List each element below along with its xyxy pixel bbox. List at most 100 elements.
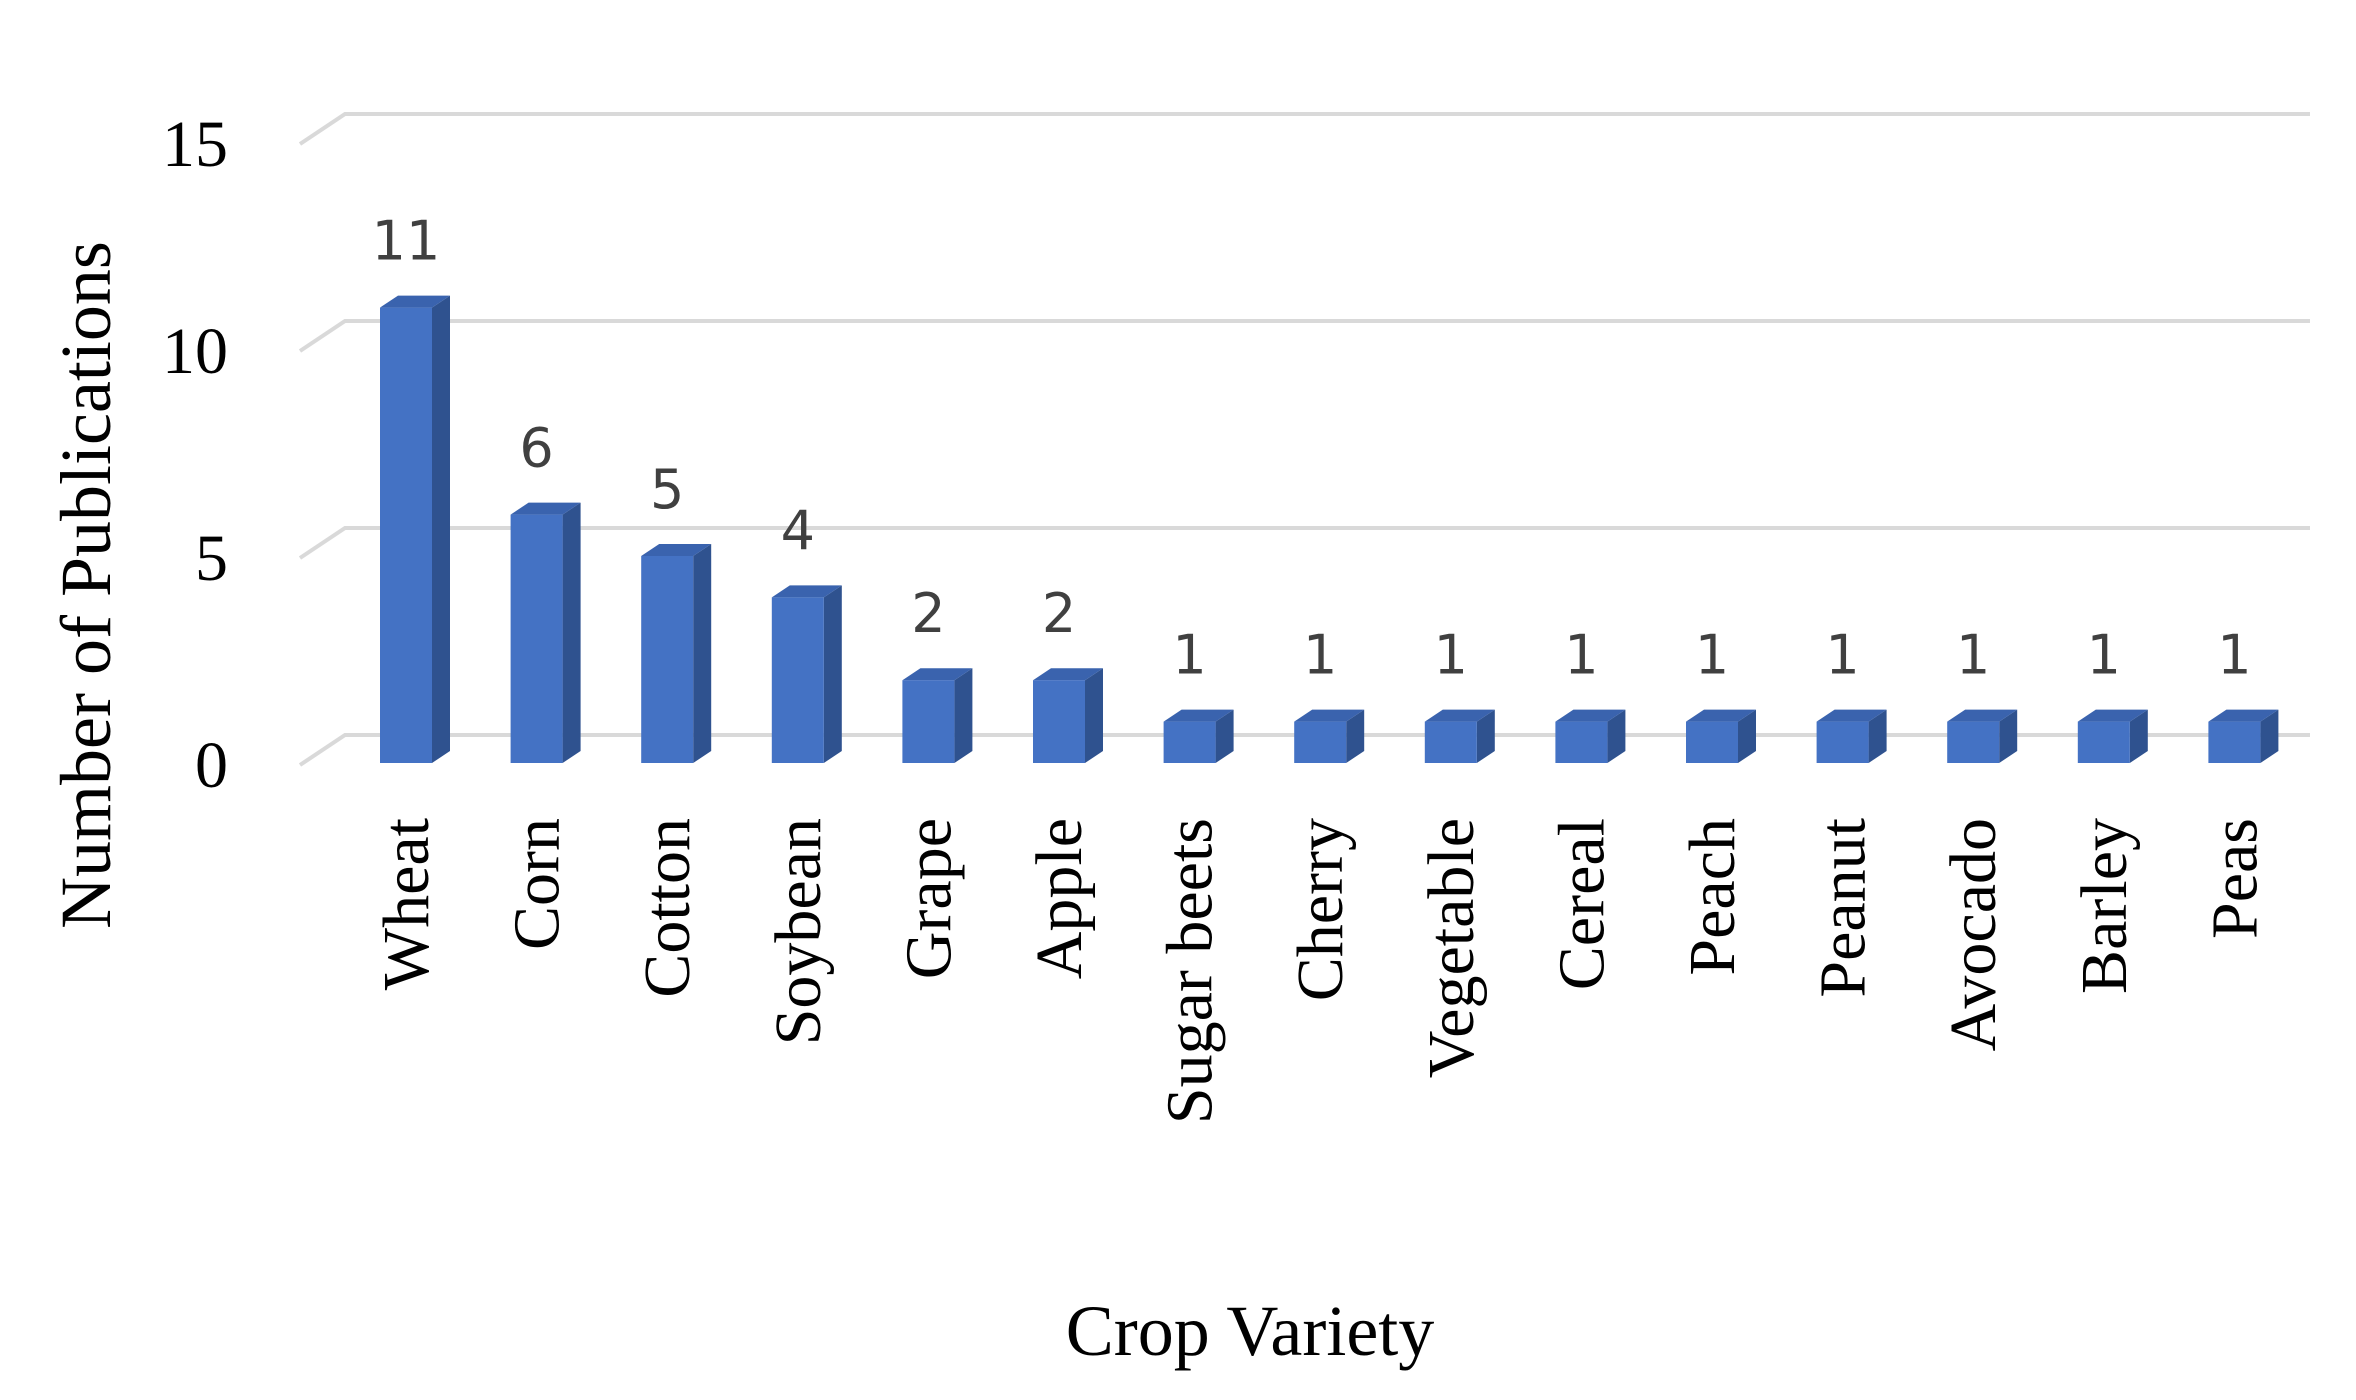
data-label: 1 (1172, 624, 1206, 687)
bar-front (1947, 721, 2000, 763)
bar-side (1868, 709, 1887, 763)
bar-side (562, 502, 581, 763)
data-label: 5 (650, 458, 684, 521)
data-label: 1 (2217, 624, 2251, 687)
bar-front (2208, 721, 2261, 763)
data-label: 2 (1042, 582, 1076, 645)
gridlines (298, 112, 2310, 767)
bar (1555, 709, 1626, 763)
data-label: 4 (781, 499, 815, 562)
bar-top (1686, 709, 1756, 722)
gridline (298, 733, 2310, 767)
bar-top (1816, 709, 1887, 722)
gridline (298, 319, 2310, 353)
bar-side (432, 295, 450, 763)
bar (1424, 709, 1495, 763)
bar (902, 668, 973, 763)
data-label: 1 (1956, 624, 1990, 687)
gridline (298, 112, 2310, 146)
bar-side (1085, 668, 1103, 763)
bar-front (1033, 680, 1085, 763)
bar (380, 295, 450, 763)
bar (771, 585, 842, 763)
bar-side (954, 668, 973, 763)
bar (2208, 709, 2279, 763)
x-category-label: Peas (2198, 818, 2271, 939)
data-label: 6 (519, 417, 553, 480)
x-category-label: Peanut (1807, 818, 1880, 998)
bar-top (1294, 709, 1365, 722)
bars (380, 295, 2279, 763)
bar-front (902, 680, 955, 763)
bar-side (1346, 709, 1365, 763)
bar-front (2077, 721, 2130, 763)
bar (2077, 709, 2148, 763)
bar-front (1555, 721, 1608, 763)
bar (1816, 709, 1887, 763)
data-label: 1 (1303, 624, 1337, 687)
bar-front (771, 597, 824, 763)
bar (510, 502, 581, 763)
x-category-label: Apple (1023, 818, 1096, 979)
bar (1686, 709, 1756, 763)
y-axis-title: Number of Publications (46, 241, 126, 929)
bar-top (1424, 709, 1495, 722)
data-label: 1 (1825, 624, 1859, 687)
x-category-label: Cotton (631, 818, 704, 998)
x-category-label: Corn (501, 818, 574, 950)
bar-top (1555, 709, 1626, 722)
bar-top (380, 295, 450, 308)
x-category-label: Soybean (762, 818, 835, 1045)
bar-top (2208, 709, 2279, 722)
y-tick-label: 10 (162, 315, 228, 388)
x-category-label: Vegetable (1415, 818, 1488, 1078)
bar (641, 544, 712, 763)
x-category-label: Cherry (1284, 818, 1357, 1001)
bar-top (1163, 709, 1234, 722)
x-axis-title: Crop Variety (1066, 1291, 1435, 1371)
bar-side (2129, 709, 2148, 763)
gridline (298, 526, 2310, 560)
bar (1294, 709, 1365, 763)
y-tick-label: 0 (195, 729, 228, 802)
bar-top (1947, 709, 2018, 722)
data-label: 1 (2087, 624, 2121, 687)
data-label: 2 (911, 582, 945, 645)
bar (1033, 668, 1103, 763)
bar-side (1476, 709, 1495, 763)
bar-top (902, 668, 973, 681)
bar-side (693, 544, 712, 763)
bar-front (380, 307, 432, 763)
x-axis-categories: Wheat Corn Cotton Soybean Grape Apple Sugar be… (370, 818, 2271, 1124)
x-category-label: Grape (892, 818, 965, 979)
bar-side (1999, 709, 2018, 763)
x-category-label: Sugar beets (1154, 818, 1227, 1124)
bar-side (1215, 709, 1234, 763)
bar (1163, 709, 1234, 763)
bar-front (510, 514, 563, 763)
x-category-label: Wheat (370, 818, 443, 990)
bar-top (510, 502, 581, 515)
bar-side (1607, 709, 1626, 763)
data-label: 11 (372, 210, 441, 273)
bar (1947, 709, 2018, 763)
x-category-label: Cereal (1545, 818, 1618, 990)
bar-side (823, 585, 842, 763)
bar-front (1294, 721, 1347, 763)
data-label: 1 (1695, 624, 1729, 687)
bar-front (1686, 721, 1738, 763)
y-tick-label: 15 (162, 108, 228, 181)
bar-side (1738, 709, 1756, 763)
bar-front (1816, 721, 1869, 763)
y-tick-label: 5 (195, 522, 228, 595)
x-category-label: Barley (2068, 818, 2141, 994)
bar-front (1424, 721, 1477, 763)
data-label: 1 (1434, 624, 1468, 687)
bar-side (2260, 709, 2279, 763)
bar-top (2077, 709, 2148, 722)
bar-top (641, 544, 712, 556)
y-axis-ticks: 0 5 10 15 (162, 108, 228, 802)
bar-front (641, 556, 694, 763)
